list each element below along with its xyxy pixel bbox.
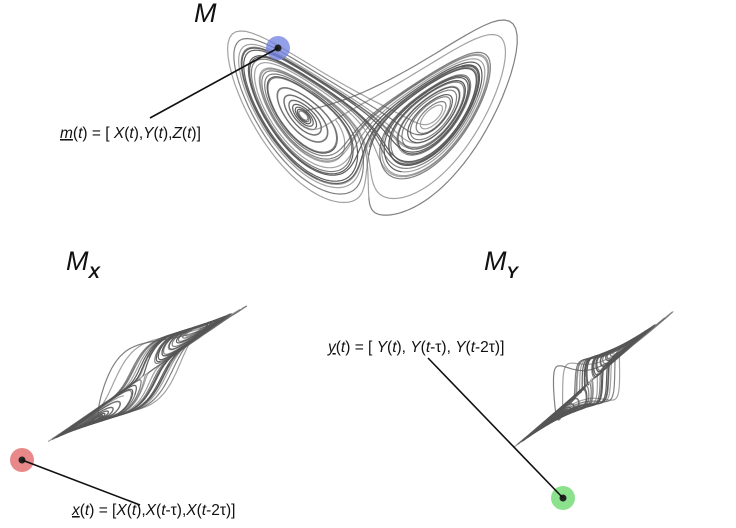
equation-y: y(t) = [ Y(t), Y(t-τ), Y(t-2τ)] xyxy=(327,339,504,356)
equation-m-token: ( xyxy=(154,125,160,142)
attractor-m-trajectory-segment xyxy=(258,33,507,200)
attractor-m xyxy=(226,19,518,216)
pointer-line-y xyxy=(427,357,564,499)
equation-m-token: t xyxy=(159,125,164,142)
attractor-m-trajectory-segment xyxy=(247,55,483,176)
attractor-my xyxy=(512,311,674,449)
equation-m-token: )] xyxy=(191,125,200,142)
equation-x-token: t xyxy=(202,502,207,519)
equation-m-token: m xyxy=(60,125,73,142)
equation-x-token: -τ), xyxy=(166,502,187,519)
equation-m-token: ( xyxy=(182,125,188,142)
equation-x-token: ( xyxy=(127,502,133,519)
point-x-group xyxy=(10,448,141,506)
equation-x-token: ), xyxy=(136,502,145,519)
pointer-line-x xyxy=(21,459,141,506)
equation-x-token: ( xyxy=(197,502,203,519)
equation-y-token: -τ), xyxy=(430,339,455,356)
equation-m-token: t xyxy=(187,125,192,142)
equation-x-token: ) = [ xyxy=(89,502,117,519)
equation-m-token: ( xyxy=(73,125,79,142)
equation-m-token: ), xyxy=(163,125,172,142)
title-mx: MX xyxy=(66,246,102,282)
equation-y-token: t xyxy=(341,339,346,356)
equation-y-token: t xyxy=(426,339,431,356)
attractor-mx xyxy=(47,305,248,442)
equation-x-token: X xyxy=(185,502,197,519)
attractor-m-trajectory-segment xyxy=(250,58,478,173)
equation-y-token: ( xyxy=(387,339,393,356)
equation-x-token: X xyxy=(145,502,157,519)
equation-x-token: ( xyxy=(80,502,86,519)
attractor-mx-trajectory-segment xyxy=(56,316,224,438)
equation-m-token: ), xyxy=(134,125,143,142)
equation-y-token: Y xyxy=(455,339,467,356)
attractor-m-trajectory-segment xyxy=(291,103,318,129)
equation-y-token: Y xyxy=(410,339,422,356)
attractor-m-trajectory-segment xyxy=(276,87,336,143)
attractor-m-trajectory-segment xyxy=(240,46,478,181)
equation-y-token: ), xyxy=(397,339,411,356)
equation-m-token: t xyxy=(129,125,134,142)
title-my: MY xyxy=(484,246,520,282)
attractor-m-trajectory-segment xyxy=(401,89,458,150)
attractor-m-trajectory-segment xyxy=(226,30,447,204)
attractor-my-trajectory-segment xyxy=(545,330,648,424)
equation-x-token: t xyxy=(85,502,90,519)
equation-y-token: y xyxy=(327,339,337,356)
equation-m-token: X xyxy=(113,125,125,142)
equation-y-token: t xyxy=(471,339,476,356)
equation-y-token: -2τ)] xyxy=(475,339,504,356)
pointer-line-m xyxy=(149,47,279,119)
equation-x-token: ( xyxy=(156,502,162,519)
attractor-m-trajectory-segment xyxy=(259,54,489,198)
equation-y-token: t xyxy=(392,339,397,356)
equation-m-token: ( xyxy=(124,125,130,142)
equation-x: x(t) = [X(t),X(t-τ),X(t-2τ)] xyxy=(71,502,235,519)
equation-m-token: t xyxy=(78,125,83,142)
attractor-m-trajectory-segment xyxy=(384,75,471,155)
equation-x-token: x xyxy=(71,502,81,519)
equation-x-token: -2τ)] xyxy=(206,502,235,519)
equation-y-token: Y xyxy=(377,339,389,356)
point-m-group xyxy=(149,36,290,119)
equation-m-token: Y xyxy=(143,125,155,142)
equation-x-token: t xyxy=(161,502,166,519)
equation-y-token: ( xyxy=(466,339,472,356)
equation-m-token: Z xyxy=(171,125,182,142)
attractor-mx-trajectory-segment xyxy=(171,319,217,348)
equation-y-token: ) = [ xyxy=(345,339,376,356)
attractor-m-trajectory-segment xyxy=(317,64,480,185)
title-m: M xyxy=(194,0,217,28)
equation-y-token: ( xyxy=(421,339,427,356)
equation-m-token: ) = [ xyxy=(82,125,113,142)
equation-x-token: t xyxy=(132,502,137,519)
attractor-m-trajectory-segment xyxy=(248,56,480,175)
attractor-m-trajectory-segment xyxy=(253,53,490,178)
equation-m: m(t) = [ X(t),Y(t),Z(t)] xyxy=(60,125,201,142)
equation-y-token: ( xyxy=(336,339,342,356)
attractor-m-trajectory-segment xyxy=(264,51,491,180)
point-y-group xyxy=(427,357,575,510)
equation-x-token: X xyxy=(115,502,127,519)
